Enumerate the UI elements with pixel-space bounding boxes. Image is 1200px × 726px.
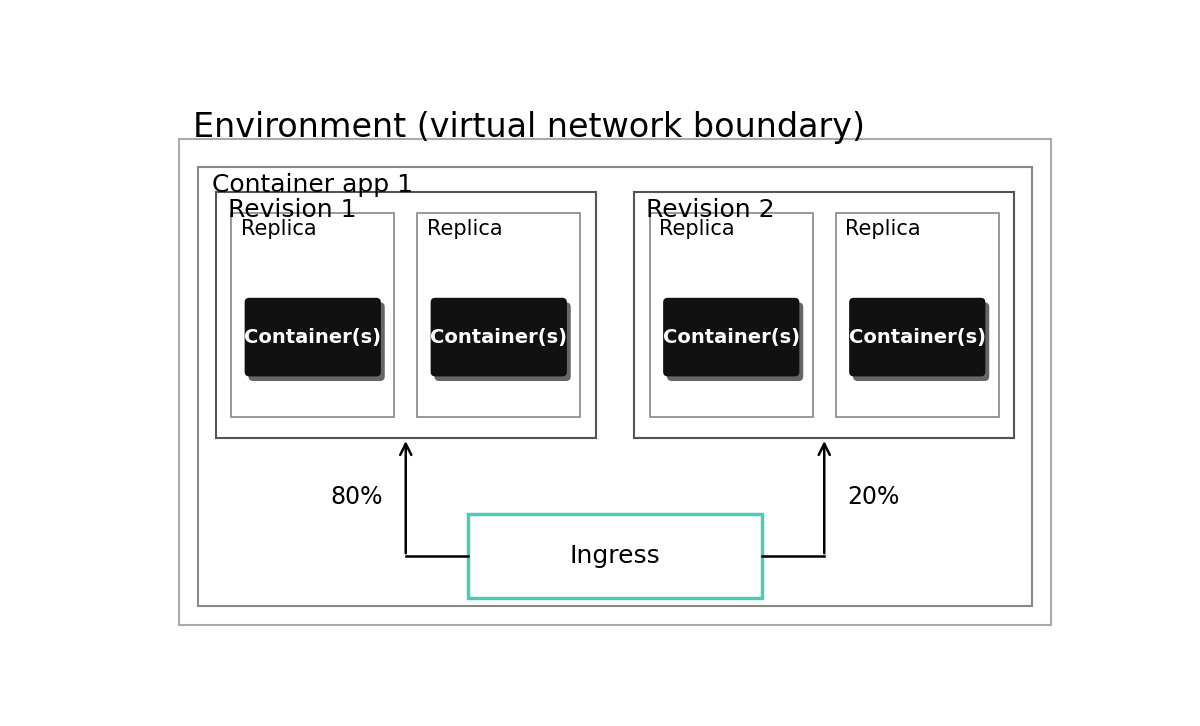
Text: Container app 1: Container app 1 [212, 174, 413, 197]
Text: Environment (virtual network boundary): Environment (virtual network boundary) [193, 111, 865, 144]
Bar [198, 167, 1032, 606]
Bar [232, 213, 394, 417]
Text: Replica: Replica [845, 219, 920, 239]
Text: Ingress: Ingress [570, 544, 660, 568]
Text: 80%: 80% [330, 485, 383, 509]
FancyBboxPatch shape [664, 298, 799, 376]
FancyBboxPatch shape [667, 303, 803, 381]
Text: Revision 1: Revision 1 [228, 198, 356, 222]
FancyBboxPatch shape [434, 303, 571, 381]
Text: Replica: Replica [659, 219, 734, 239]
Bar [418, 213, 580, 417]
Text: Revision 2: Revision 2 [646, 198, 775, 222]
Text: Container(s): Container(s) [662, 327, 799, 346]
Text: Container(s): Container(s) [431, 327, 568, 346]
Bar [635, 192, 1014, 439]
Text: Container(s): Container(s) [245, 327, 382, 346]
Text: Replica: Replica [427, 219, 503, 239]
Text: 20%: 20% [847, 485, 900, 509]
FancyBboxPatch shape [431, 298, 566, 376]
Bar [650, 213, 812, 417]
FancyBboxPatch shape [245, 298, 380, 376]
Text: Replica: Replica [241, 219, 317, 239]
Bar [216, 192, 595, 439]
FancyBboxPatch shape [248, 303, 385, 381]
Bar [836, 213, 998, 417]
FancyBboxPatch shape [853, 303, 989, 381]
FancyBboxPatch shape [850, 298, 985, 376]
Text: Container(s): Container(s) [848, 327, 985, 346]
Bar [468, 514, 762, 598]
Bar [180, 139, 1050, 624]
